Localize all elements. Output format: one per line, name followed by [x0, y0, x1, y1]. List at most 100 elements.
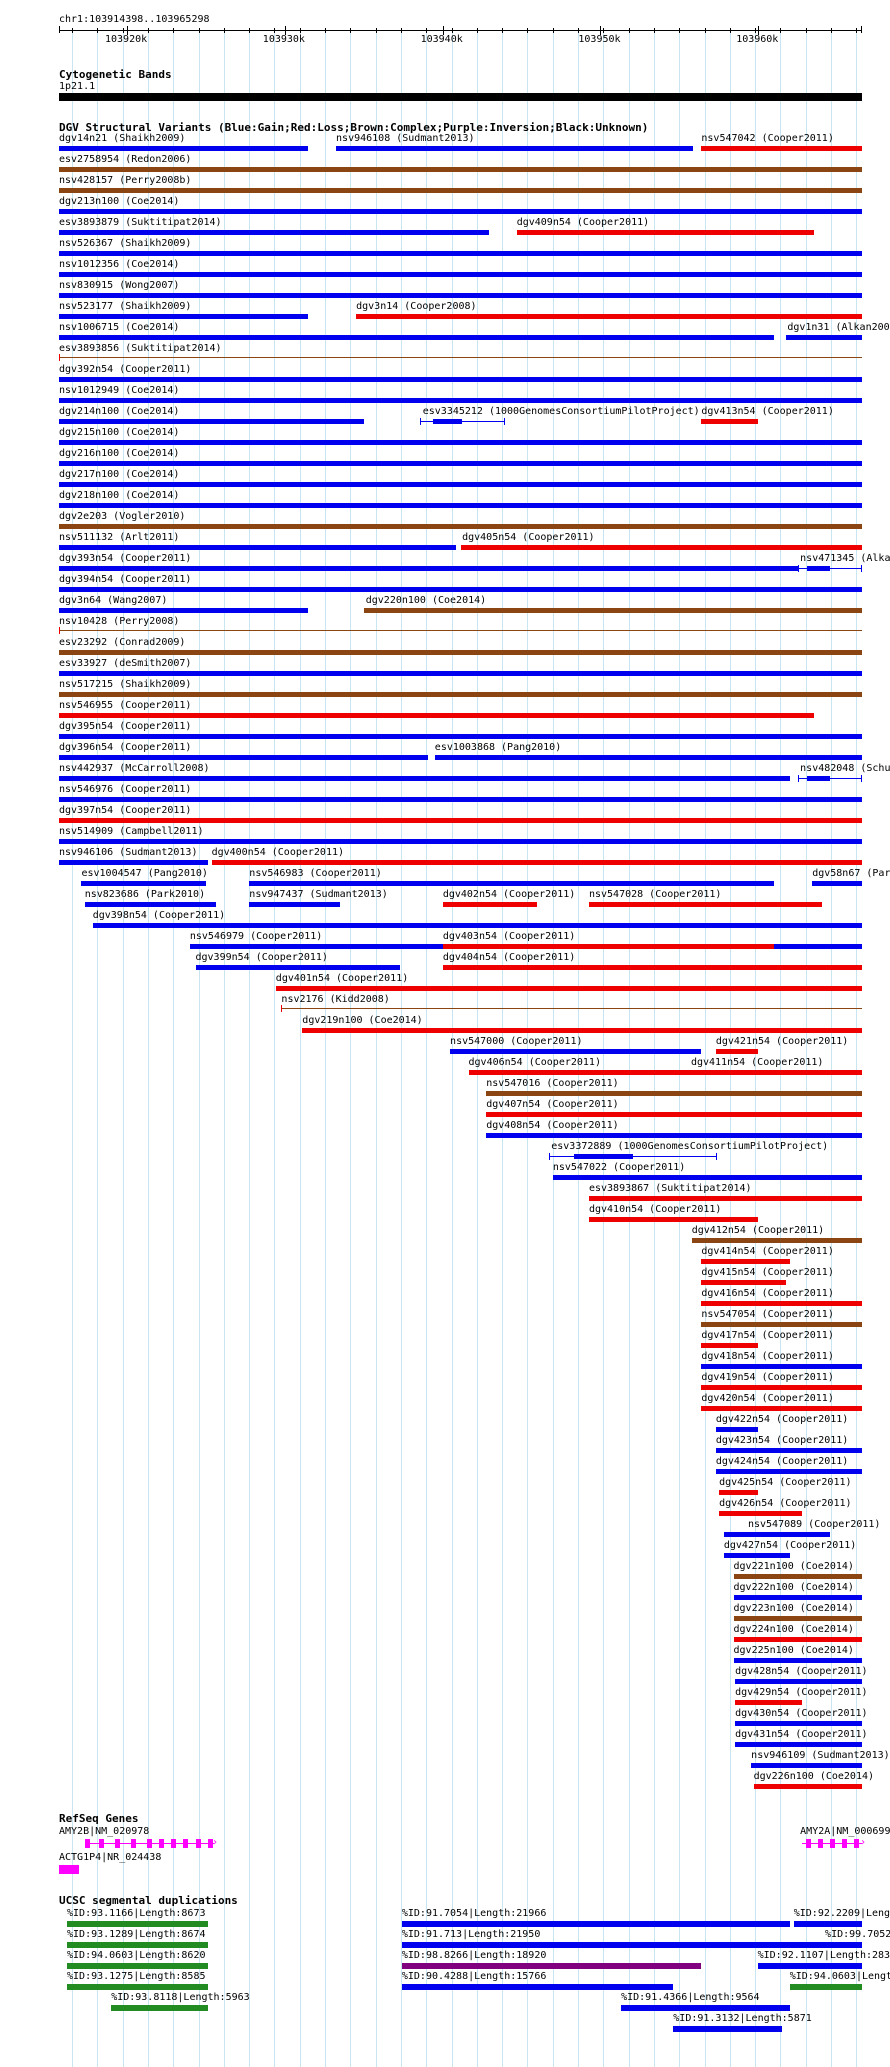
dgv-variant-bar[interactable] [735, 1679, 862, 1684]
dgv-variant-bar[interactable] [84, 902, 216, 907]
dgv-variant-bar[interactable] [302, 1028, 862, 1033]
dgv-variant-bar[interactable] [733, 1616, 862, 1621]
segdup-bar[interactable] [757, 1963, 862, 1969]
segdup-bar[interactable] [401, 1963, 702, 1969]
dgv-variant-bar[interactable] [442, 965, 862, 970]
dgv-variant-bar[interactable] [588, 1217, 758, 1222]
dgv-variant-bar[interactable] [59, 713, 814, 718]
dgv-variant-bar[interactable] [59, 671, 862, 676]
dgv-variant-bar[interactable] [733, 1574, 862, 1579]
dgv-variant-bar[interactable] [701, 1301, 862, 1306]
dgv-variant-bar[interactable] [690, 1070, 862, 1075]
dgv-variant-bar[interactable] [723, 1553, 790, 1558]
dgv-variant-bar[interactable] [719, 1511, 802, 1516]
dgv-variant-bar[interactable] [59, 293, 862, 298]
dgv-variant-bar[interactable] [59, 167, 862, 172]
dgv-variant-bar[interactable] [442, 902, 537, 907]
dgv-variant-bar[interactable] [715, 1448, 862, 1453]
dgv-variant-bar[interactable] [486, 1112, 862, 1117]
dgv-variant-bar[interactable] [468, 1070, 694, 1075]
dgv-variant-bar[interactable] [460, 545, 862, 550]
dgv-variant-bar[interactable] [733, 1658, 862, 1663]
dgv-variant-bar[interactable] [723, 1532, 830, 1537]
dgv-variant-bar[interactable] [588, 1196, 862, 1201]
dgv-variant-bar[interactable] [588, 902, 822, 907]
dgv-variant-bar[interactable] [59, 188, 862, 193]
dgv-variant-bar[interactable] [785, 335, 862, 340]
dgv-variant-bar[interactable] [701, 1322, 862, 1327]
dgv-variant-bar[interactable] [715, 1469, 862, 1474]
dgv-variant-bar[interactable] [211, 860, 862, 865]
dgv-variant-bar[interactable] [59, 314, 308, 319]
dgv-variant-bar[interactable] [59, 398, 862, 403]
dgv-variant-bar[interactable] [59, 419, 365, 424]
dgv-variant-bar[interactable] [733, 1595, 862, 1600]
dgv-variant-bar[interactable] [735, 1700, 802, 1705]
dgv-variant-bar[interactable] [249, 881, 774, 886]
segdup-bar[interactable] [67, 1984, 208, 1990]
dgv-variant-bar[interactable] [442, 944, 774, 949]
dgv-variant-bar[interactable] [336, 146, 694, 151]
dgv-variant-bar[interactable] [59, 797, 862, 802]
segdup-bar[interactable] [793, 1921, 862, 1927]
dgv-variant-bar[interactable] [753, 1784, 862, 1789]
segdup-bar[interactable] [67, 1921, 208, 1927]
dgv-variant-bar[interactable] [59, 587, 862, 592]
dgv-variant-bar[interactable] [59, 566, 798, 571]
dgv-variant-bar[interactable] [59, 692, 862, 697]
dgv-variant-bar[interactable] [701, 419, 758, 424]
dgv-variant-bar[interactable] [281, 1008, 862, 1009]
dgv-variant-bar[interactable] [701, 1280, 786, 1285]
dgv-variant-bar[interactable] [735, 1742, 862, 1747]
dgv-variant-bar[interactable] [59, 776, 790, 781]
dgv-variant-bar[interactable] [486, 1091, 862, 1096]
segdup-bar[interactable] [67, 1963, 208, 1969]
dgv-variant-bar[interactable] [735, 1721, 862, 1726]
segdup-bar[interactable] [401, 1921, 790, 1927]
segdup-bar[interactable] [621, 2005, 790, 2011]
dgv-variant-bar[interactable] [59, 272, 862, 277]
dgv-variant-bar[interactable] [59, 209, 862, 214]
dgv-variant-bar[interactable] [275, 986, 862, 991]
dgv-variant-bar[interactable] [59, 608, 308, 613]
dgv-variant-bar[interactable] [59, 377, 862, 382]
dgv-variant-bar[interactable] [715, 1427, 758, 1432]
dgv-variant-bar[interactable] [364, 608, 862, 613]
dgv-variant-bar[interactable] [92, 923, 862, 928]
dgv-variant-bar[interactable] [701, 1364, 862, 1369]
dgv-variant-bar[interactable] [797, 568, 862, 569]
cytoband-bar[interactable] [59, 93, 862, 101]
dgv-variant-bar[interactable] [797, 778, 862, 779]
dgv-variant-bar[interactable] [450, 1049, 702, 1054]
dgv-variant-bar[interactable] [59, 630, 862, 631]
dgv-variant-bar[interactable] [701, 1385, 862, 1390]
segdup-bar[interactable] [67, 1942, 208, 1948]
dgv-variant-bar[interactable] [59, 650, 862, 655]
dgv-variant-bar[interactable] [59, 146, 308, 151]
dgv-variant-bar[interactable] [356, 314, 862, 319]
segdup-bar[interactable] [673, 2026, 782, 2032]
dgv-variant-bar[interactable] [548, 1156, 718, 1157]
dgv-variant-bar[interactable] [59, 440, 862, 445]
dgv-variant-bar[interactable] [59, 839, 862, 844]
dgv-variant-bar[interactable] [81, 881, 206, 886]
dgv-variant-bar[interactable] [420, 421, 505, 422]
dgv-variant-bar[interactable] [552, 1175, 862, 1180]
dgv-variant-bar[interactable] [59, 461, 862, 466]
dgv-variant-bar[interactable] [59, 755, 429, 760]
segdup-bar[interactable] [401, 1984, 674, 1990]
dgv-variant-bar[interactable] [715, 1049, 758, 1054]
dgv-variant-bar[interactable] [701, 146, 862, 151]
segdup-bar[interactable] [825, 1942, 862, 1948]
dgv-variant-bar[interactable] [701, 1343, 758, 1348]
dgv-variant-bar[interactable] [434, 755, 862, 760]
dgv-variant-bar[interactable] [701, 1406, 862, 1411]
dgv-variant-bar[interactable] [751, 1763, 862, 1768]
dgv-variant-bar[interactable] [59, 860, 208, 865]
refseq-gene-bar[interactable] [59, 1865, 80, 1874]
dgv-variant-bar[interactable] [59, 335, 774, 340]
dgv-variant-bar[interactable] [812, 881, 862, 886]
dgv-variant-bar[interactable] [195, 965, 401, 970]
dgv-variant-bar[interactable] [59, 818, 862, 823]
dgv-variant-bar[interactable] [486, 1133, 862, 1138]
